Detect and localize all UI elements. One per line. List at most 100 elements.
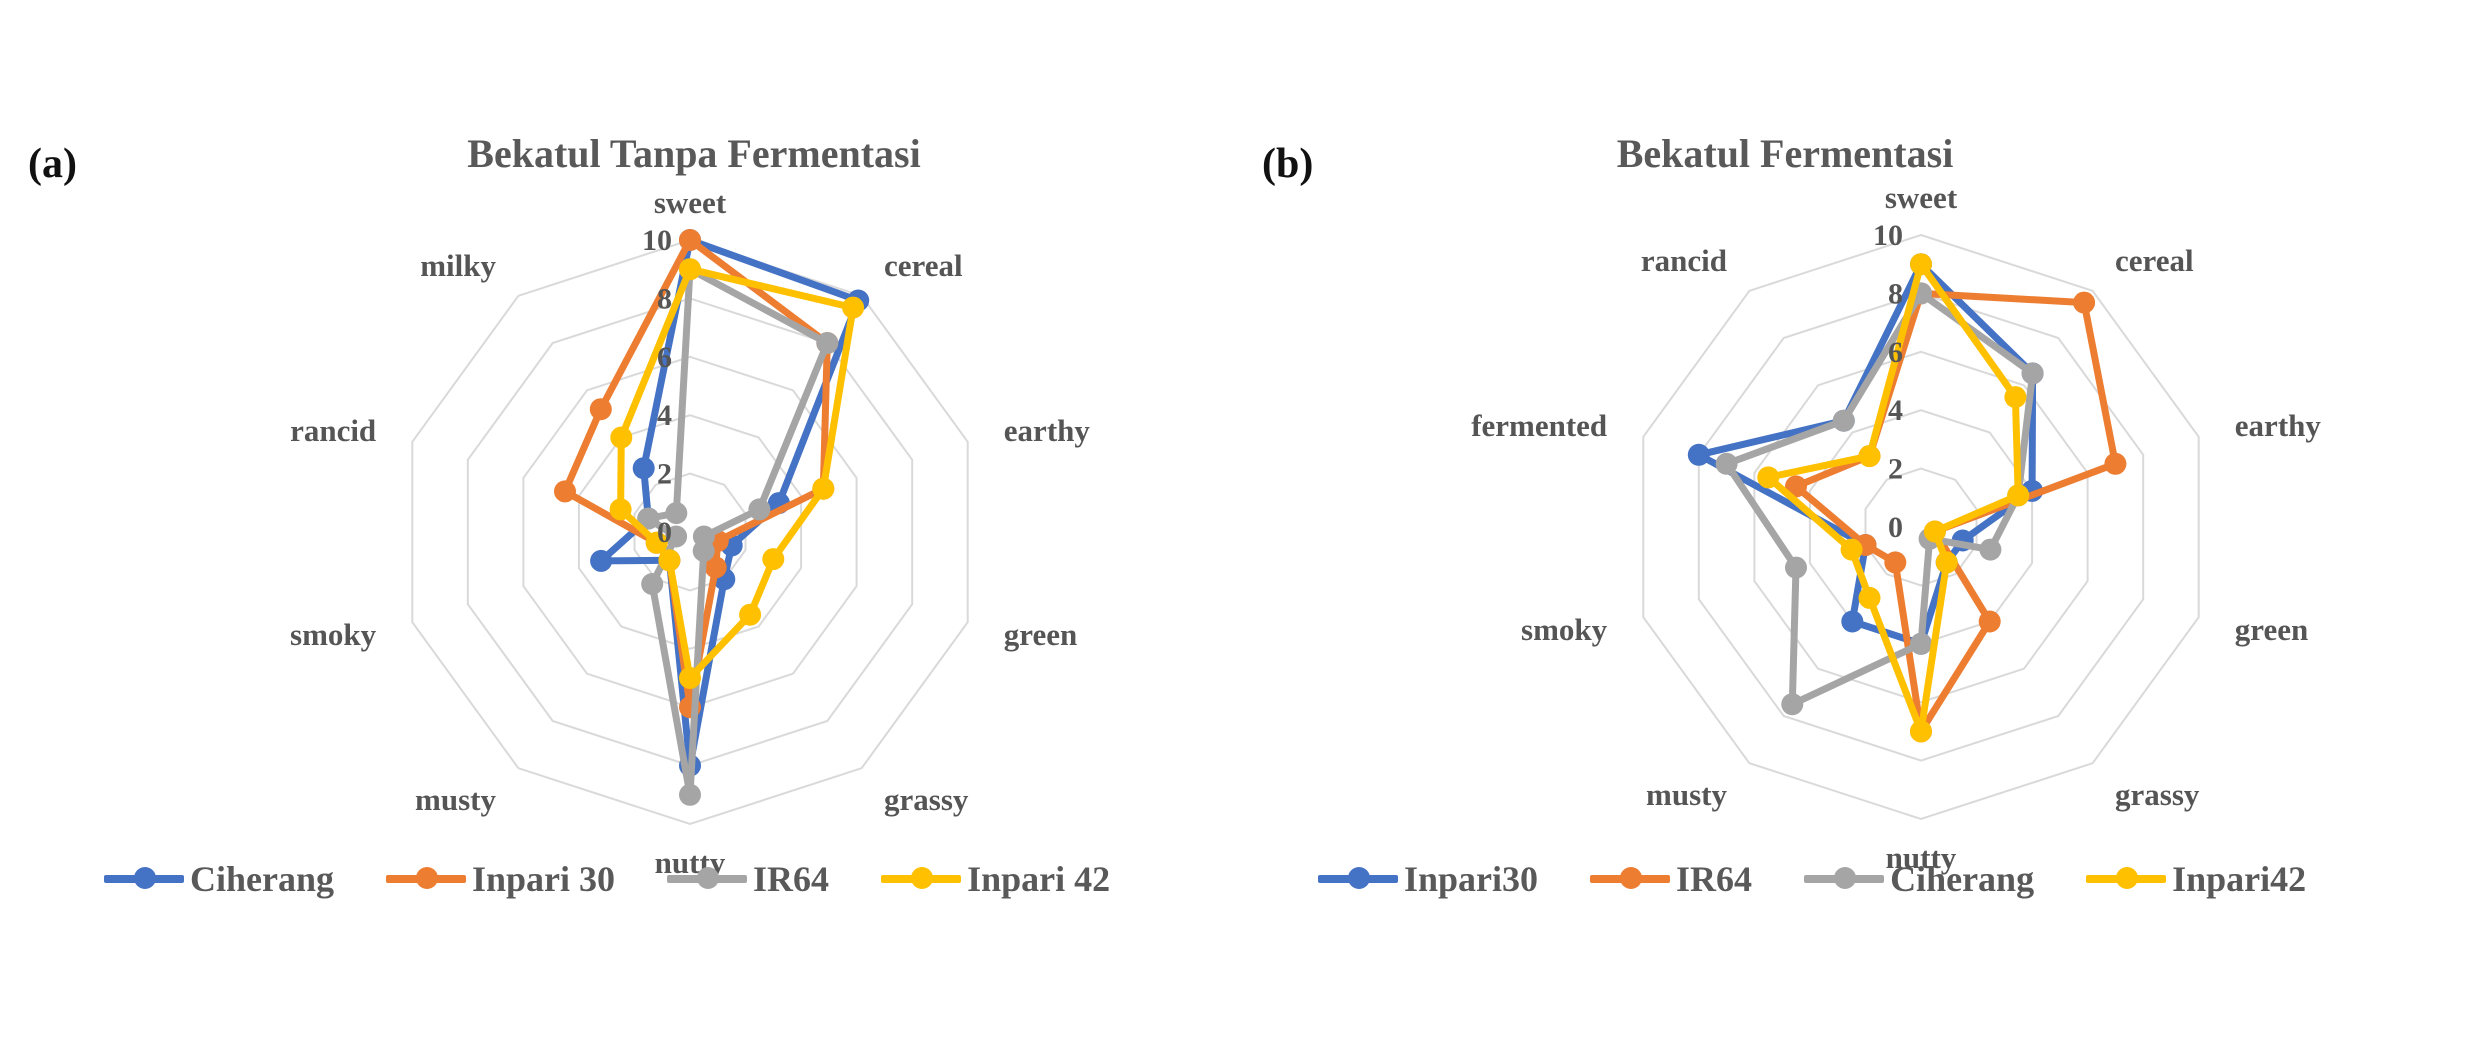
data-point xyxy=(2073,291,2096,314)
legend-swatch xyxy=(386,867,466,889)
category-label: nutty xyxy=(1886,840,1957,875)
category-label: smoky xyxy=(1521,612,1608,647)
data-point xyxy=(632,457,655,480)
grid-ring xyxy=(1864,467,1978,587)
data-point xyxy=(2021,362,2044,385)
grid-ring xyxy=(1697,292,2145,762)
tick-label: 6 xyxy=(1888,336,1903,369)
data-point xyxy=(554,480,576,503)
category-label: sweet xyxy=(654,185,727,220)
data-point xyxy=(658,549,681,572)
legend: Ciherang Inpari 30 IR64 Inpari 42 xyxy=(104,858,1162,900)
data-point xyxy=(590,549,613,572)
category-label: grassy xyxy=(884,782,969,817)
category-label: grassy xyxy=(2115,777,2200,812)
category-label: green xyxy=(2235,612,2308,647)
data-point xyxy=(1757,466,1780,489)
category-label: green xyxy=(1004,617,1077,652)
data-point xyxy=(1910,720,1932,743)
legend-swatch xyxy=(1590,867,1671,889)
data-point xyxy=(748,498,771,521)
data-point xyxy=(679,783,701,806)
data-point xyxy=(842,296,865,319)
series-line xyxy=(597,236,862,770)
data-point xyxy=(1935,551,1958,574)
data-point xyxy=(679,258,701,281)
legend: Inpari30 IR64 Ciherang Inpari42 xyxy=(1318,858,2358,900)
tick-label: 8 xyxy=(1888,277,1903,310)
data-point xyxy=(637,507,660,530)
radar-chart: 0246810sweetcerealearthygreengrassynutty… xyxy=(290,185,1090,880)
data-point xyxy=(1781,693,1804,716)
category-label: musty xyxy=(1646,777,1727,812)
category-label: cereal xyxy=(884,248,963,283)
series-line xyxy=(1792,289,2119,735)
tick-label: 8 xyxy=(657,282,672,315)
tick-label: 10 xyxy=(642,224,672,257)
tick-label: 4 xyxy=(1888,394,1903,427)
legend-item: IR64 xyxy=(667,858,829,900)
legend-item: IR64 xyxy=(1590,858,1752,900)
legend-item: Ciherang xyxy=(104,858,334,900)
data-point xyxy=(589,398,612,421)
data-point xyxy=(1910,632,1932,655)
legend-swatch xyxy=(104,867,184,889)
data-point xyxy=(665,502,688,525)
data-point xyxy=(679,229,701,251)
grid-ring xyxy=(633,472,747,592)
tick-label: 0 xyxy=(1888,511,1903,544)
tick-label: 10 xyxy=(1873,219,1903,252)
category-label: rancid xyxy=(290,413,376,448)
legend-label: Inpari 42 xyxy=(967,859,1111,899)
tick-label: 6 xyxy=(657,341,672,374)
data-point xyxy=(679,667,701,689)
data-point xyxy=(641,573,664,595)
legend-label: IR64 xyxy=(753,859,830,899)
legend-label: Ciherang xyxy=(190,859,334,899)
radar-chart: 0246810sweetcerealearthygreengrassynutty… xyxy=(1471,180,2321,875)
legend-swatch xyxy=(1804,867,1885,889)
data-point xyxy=(812,477,835,500)
data-point xyxy=(2007,484,2030,507)
grid-ring xyxy=(411,238,969,826)
data-point xyxy=(2104,452,2127,475)
legend-label: Inpari 30 xyxy=(472,859,616,899)
legend-label: Inpari42 xyxy=(2172,859,2307,899)
data-point xyxy=(1832,409,1855,432)
category-label: cereal xyxy=(2115,243,2194,278)
legend-swatch xyxy=(1318,867,1398,889)
chart-panel-a: (a) Bekatul Tanpa Fermentasi 0 2 4 6 8 10 swee… xyxy=(28,131,1162,900)
data-point xyxy=(610,426,633,449)
grid-ring xyxy=(1642,233,2200,821)
grid-ring xyxy=(577,414,803,650)
data-point xyxy=(1785,475,1807,498)
data-point xyxy=(1979,538,2002,561)
tick-label: 0 xyxy=(657,516,672,549)
data-point xyxy=(1687,443,1710,466)
panel-label: (a) xyxy=(28,141,77,187)
data-point xyxy=(609,498,632,521)
legend-item: Inpari42 xyxy=(2086,858,2306,900)
data-point xyxy=(762,548,785,571)
series-ir64 xyxy=(1785,282,2127,743)
data-point xyxy=(704,556,727,579)
data-point xyxy=(692,539,715,562)
data-point xyxy=(1858,586,1881,609)
data-point xyxy=(1858,445,1881,468)
data-point xyxy=(816,332,839,354)
series-ir64 xyxy=(637,258,839,806)
tick-label: 2 xyxy=(1888,453,1903,486)
grid-ring xyxy=(522,355,858,709)
data-point xyxy=(1884,551,1907,574)
legend-swatch xyxy=(881,867,962,889)
category-label: rancid xyxy=(1641,243,1727,278)
data-point xyxy=(739,603,762,626)
legend-swatch xyxy=(667,867,748,889)
legend-label: Ciherang xyxy=(1890,859,2035,899)
data-point xyxy=(1715,452,1738,475)
series-inpari-42 xyxy=(609,258,865,689)
data-point xyxy=(2004,386,2027,409)
data-point xyxy=(1840,538,1863,561)
category-label: milky xyxy=(420,248,496,283)
series-inpari42 xyxy=(1757,253,2030,743)
